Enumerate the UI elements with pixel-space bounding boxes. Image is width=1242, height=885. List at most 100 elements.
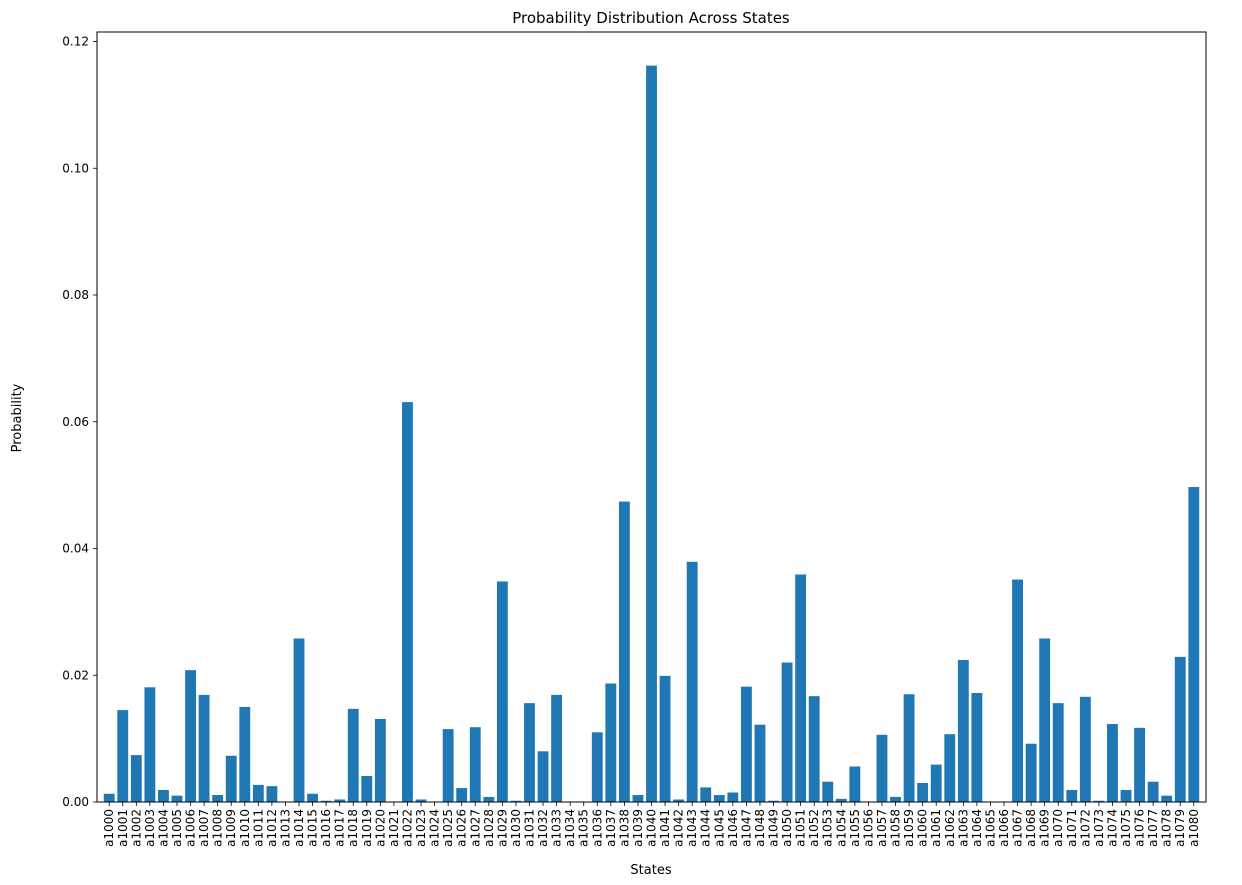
x-tick-label: a1019: [360, 809, 374, 847]
x-tick-label: a1067: [1011, 809, 1025, 847]
x-tick-label: a1004: [156, 809, 170, 847]
x-axis: a1000 a1001 a1002 a1003 a1004 a1005 a1006 a1007…: [102, 802, 1201, 847]
bar-a1074: [1107, 724, 1118, 802]
bar-a1080: [1188, 487, 1200, 802]
bar-a1025: [442, 729, 454, 802]
x-tick-label: a1053: [821, 809, 835, 847]
bar-a1015: [307, 793, 318, 802]
bar-a1054: [835, 798, 847, 802]
x-tick-label: a1048: [753, 809, 767, 847]
bar-a1001: [117, 710, 129, 802]
bar-a1006: [185, 670, 196, 802]
bar-a1072: [1079, 696, 1091, 802]
x-tick-label: a1013: [278, 809, 292, 847]
x-tick-label: a1038: [617, 809, 631, 847]
bar-a1032: [537, 751, 549, 802]
bar-a1069: [1039, 638, 1051, 802]
x-tick-label: a1036: [590, 809, 604, 847]
x-tick-label: a1061: [929, 809, 943, 847]
bar-a1017: [334, 799, 346, 802]
x-tick-label: a1074: [1105, 809, 1119, 847]
x-tick-label: a1063: [956, 809, 970, 847]
bars-group: [103, 65, 1200, 803]
y-tick-label: 0.08: [62, 288, 89, 302]
x-tick-label: a1035: [577, 809, 591, 847]
x-tick-label: a1071: [1065, 809, 1079, 847]
bar-a1063: [957, 660, 969, 802]
x-tick-label: a1056: [861, 809, 875, 847]
bar-a1028: [483, 796, 495, 802]
x-tick-label: a1020: [373, 809, 387, 847]
y-tick-label: 0.06: [62, 415, 89, 429]
bar-a1031: [524, 703, 535, 802]
bar-a1079: [1174, 656, 1186, 802]
y-tick-label: 0.00: [62, 795, 89, 809]
x-tick-label: a1055: [848, 809, 862, 847]
x-tick-label: a1058: [889, 809, 903, 847]
bar-a1038: [618, 501, 630, 802]
x-tick-label: a1031: [522, 809, 536, 847]
bar-a1077: [1147, 781, 1159, 802]
bar-a1033: [551, 694, 563, 802]
bar-a1060: [917, 782, 929, 802]
y-axis: 0.00 0.02 0.04 0.06 0.08 0.10 0.12: [62, 35, 97, 809]
bar-a1071: [1066, 789, 1078, 802]
bar-a1058: [890, 796, 901, 802]
x-tick-label: a1024: [428, 809, 442, 847]
x-tick-label: a1069: [1038, 809, 1052, 847]
bar-a1053: [822, 781, 834, 802]
x-tick-label: a1037: [604, 809, 618, 847]
bar-a1059: [903, 694, 915, 802]
x-tick-label: a1018: [346, 809, 360, 847]
x-tick-label: a1010: [238, 809, 252, 847]
bar-a1064: [971, 693, 983, 802]
x-tick-label: a1079: [1173, 809, 1187, 847]
x-tick-label: a1002: [129, 809, 143, 847]
bar-a1041: [659, 675, 671, 802]
bar-a1040: [646, 65, 657, 803]
x-tick-label: a1032: [536, 809, 550, 847]
bar-a1018: [347, 708, 359, 802]
x-tick-label: a1009: [224, 809, 238, 847]
bar-a1050: [781, 662, 793, 802]
x-tick-label: a1052: [807, 809, 821, 847]
x-tick-label: a1078: [1160, 809, 1174, 847]
x-tick-label: a1047: [739, 809, 753, 847]
x-tick-label: a1025: [441, 809, 455, 847]
bar-a1073: [1093, 800, 1105, 802]
x-tick-label: a1070: [1051, 809, 1065, 847]
x-tick-label: a1003: [143, 809, 157, 847]
bar-a1042: [673, 799, 685, 802]
bar-a1008: [212, 795, 224, 802]
bar-a1039: [632, 795, 644, 802]
x-tick-label: a1022: [400, 809, 414, 847]
x-tick-label: a1034: [563, 809, 577, 847]
x-tick-label: a1026: [455, 809, 469, 847]
x-tick-label: a1041: [658, 809, 672, 847]
bar-a1067: [1012, 579, 1023, 802]
bar-a1027: [469, 727, 481, 802]
bar-a1051: [795, 574, 807, 802]
bar-a1046: [727, 792, 739, 802]
x-tick-label: a1039: [631, 809, 645, 847]
bar-a1044: [700, 787, 712, 802]
x-tick-label: a1014: [292, 809, 306, 847]
bar-a1019: [361, 776, 373, 802]
bar-a1007: [198, 694, 210, 802]
y-tick-label: 0.10: [62, 161, 89, 175]
bar-a1030: [510, 800, 522, 802]
bar-a1070: [1052, 703, 1064, 802]
bar-a1037: [605, 683, 617, 802]
bar-a1014: [293, 638, 305, 802]
x-tick-label: a1005: [170, 809, 184, 847]
bar-a1023: [415, 799, 427, 802]
bar-a1009: [225, 755, 237, 802]
bar-a1012: [266, 786, 278, 802]
x-tick-label: a1049: [767, 809, 781, 847]
bar-a1016: [320, 800, 332, 802]
bar-a1002: [130, 755, 142, 802]
x-tick-label: a1050: [780, 809, 794, 847]
x-tick-label: a1057: [875, 809, 889, 847]
x-tick-label: a1073: [1092, 809, 1106, 847]
